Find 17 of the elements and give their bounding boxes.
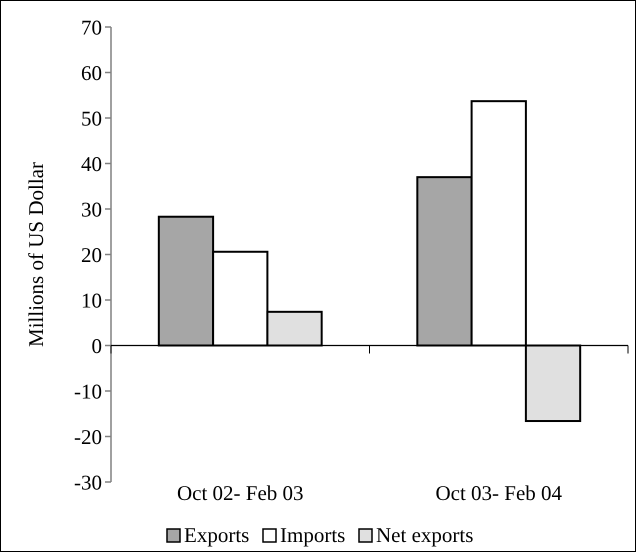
x-tick-label: Oct 03- Feb 04 [435, 481, 563, 505]
y-tick-label: 0 [92, 334, 102, 358]
y-axis-title: Millions of US Dollar [24, 162, 48, 347]
y-tick-label: 10 [81, 288, 102, 312]
y-tick-label: 70 [81, 15, 102, 40]
x-tick-label: Oct 02- Feb 03 [176, 481, 304, 505]
y-tick-label: 50 [81, 106, 102, 130]
y-tick-label: 30 [81, 197, 102, 222]
y-tick-label: -20 [74, 424, 102, 449]
legend-label: Exports [184, 523, 250, 547]
legend-label: Imports [280, 523, 346, 547]
y-tick-label: 20 [81, 242, 102, 267]
y-tick-label: 60 [81, 60, 102, 85]
y-tick-label: -10 [74, 379, 102, 404]
y-tick-label: -30 [74, 470, 102, 494]
legend-label: Net exports [376, 523, 474, 547]
y-tick-label: 40 [81, 152, 102, 176]
